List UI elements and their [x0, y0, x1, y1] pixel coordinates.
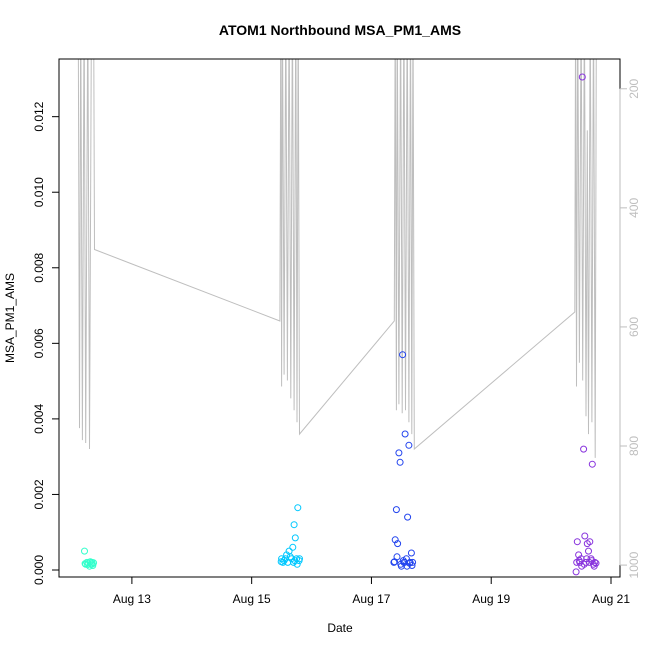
y-right-tick-label: 800	[627, 436, 641, 456]
scatter-series-4	[572, 73, 600, 576]
data-point	[394, 540, 402, 548]
x-tick-label: Aug 19	[472, 592, 510, 606]
data-point	[405, 441, 413, 449]
x-tick-label: Aug 21	[592, 592, 630, 606]
y-axis-label: MSA_PM1_AMS	[3, 273, 17, 363]
data-point	[90, 559, 98, 567]
pressure-line-layer	[77, 59, 597, 458]
chart-title: ATOM1 Northbound MSA_PM1_AMS	[219, 22, 461, 38]
data-point	[290, 558, 297, 566]
y-axis-right: 200 400 600 800 1000	[619, 78, 641, 578]
data-point	[573, 538, 581, 546]
data-point	[399, 351, 407, 359]
data-point	[590, 562, 598, 570]
data-point	[289, 543, 297, 551]
x-axis: Aug 13 Aug 15 Aug 17 Aug 19 Aug 21	[113, 576, 630, 606]
data-point	[408, 562, 416, 569]
data-point	[296, 555, 303, 563]
y-right-tick-label: 400	[627, 198, 641, 218]
scatter-layer	[81, 73, 600, 576]
data-point	[575, 557, 583, 565]
data-point	[407, 549, 415, 557]
scatter-series-2	[277, 504, 303, 568]
data-point	[399, 557, 407, 565]
data-point	[581, 532, 589, 540]
data-point	[401, 430, 409, 438]
data-point	[580, 445, 588, 453]
data-point	[586, 538, 594, 546]
data-point	[81, 547, 88, 555]
scatter-series-1	[81, 547, 98, 570]
data-point	[290, 521, 298, 529]
data-point	[404, 513, 412, 521]
data-point	[396, 458, 404, 466]
y-axis-left: 0.000 0.002 0.004 0.006 0.008 0.010 0.012	[32, 101, 60, 585]
y-left-tick-label: 0.006	[32, 328, 46, 358]
y-left-tick-label: 0.002	[32, 479, 46, 509]
plot-frame	[58, 58, 621, 578]
y-left-tick-label: 0.012	[32, 101, 46, 131]
x-tick-label: Aug 13	[113, 592, 151, 606]
data-point	[286, 553, 294, 561]
data-point	[390, 558, 398, 566]
y-left-tick-label: 0.004	[32, 404, 46, 434]
y-left-tick-label: 0.008	[32, 252, 46, 282]
data-point	[277, 558, 285, 566]
y-right-tick-label: 600	[627, 317, 641, 337]
x-tick-label: Aug 15	[233, 592, 271, 606]
data-point	[294, 504, 302, 512]
y-left-tick-label: 0.010	[32, 177, 46, 207]
y-left-tick-label: 0.000	[32, 555, 46, 585]
data-point	[391, 558, 398, 566]
data-point	[392, 506, 400, 514]
data-point	[395, 449, 403, 457]
x-tick-label: Aug 17	[352, 592, 390, 606]
data-point	[572, 568, 580, 576]
data-point	[391, 536, 399, 544]
data-point	[588, 460, 596, 468]
data-point	[588, 557, 596, 565]
pressure-line	[77, 59, 597, 458]
y-right-tick-label: 200	[627, 78, 641, 98]
scatter-series-3	[390, 351, 417, 570]
data-point	[409, 558, 417, 566]
x-axis-label: Date	[327, 621, 353, 635]
data-point	[578, 73, 586, 81]
data-point	[88, 560, 96, 568]
data-point	[585, 547, 592, 555]
data-point	[291, 534, 299, 542]
y-right-tick-label: 1000	[627, 551, 641, 578]
